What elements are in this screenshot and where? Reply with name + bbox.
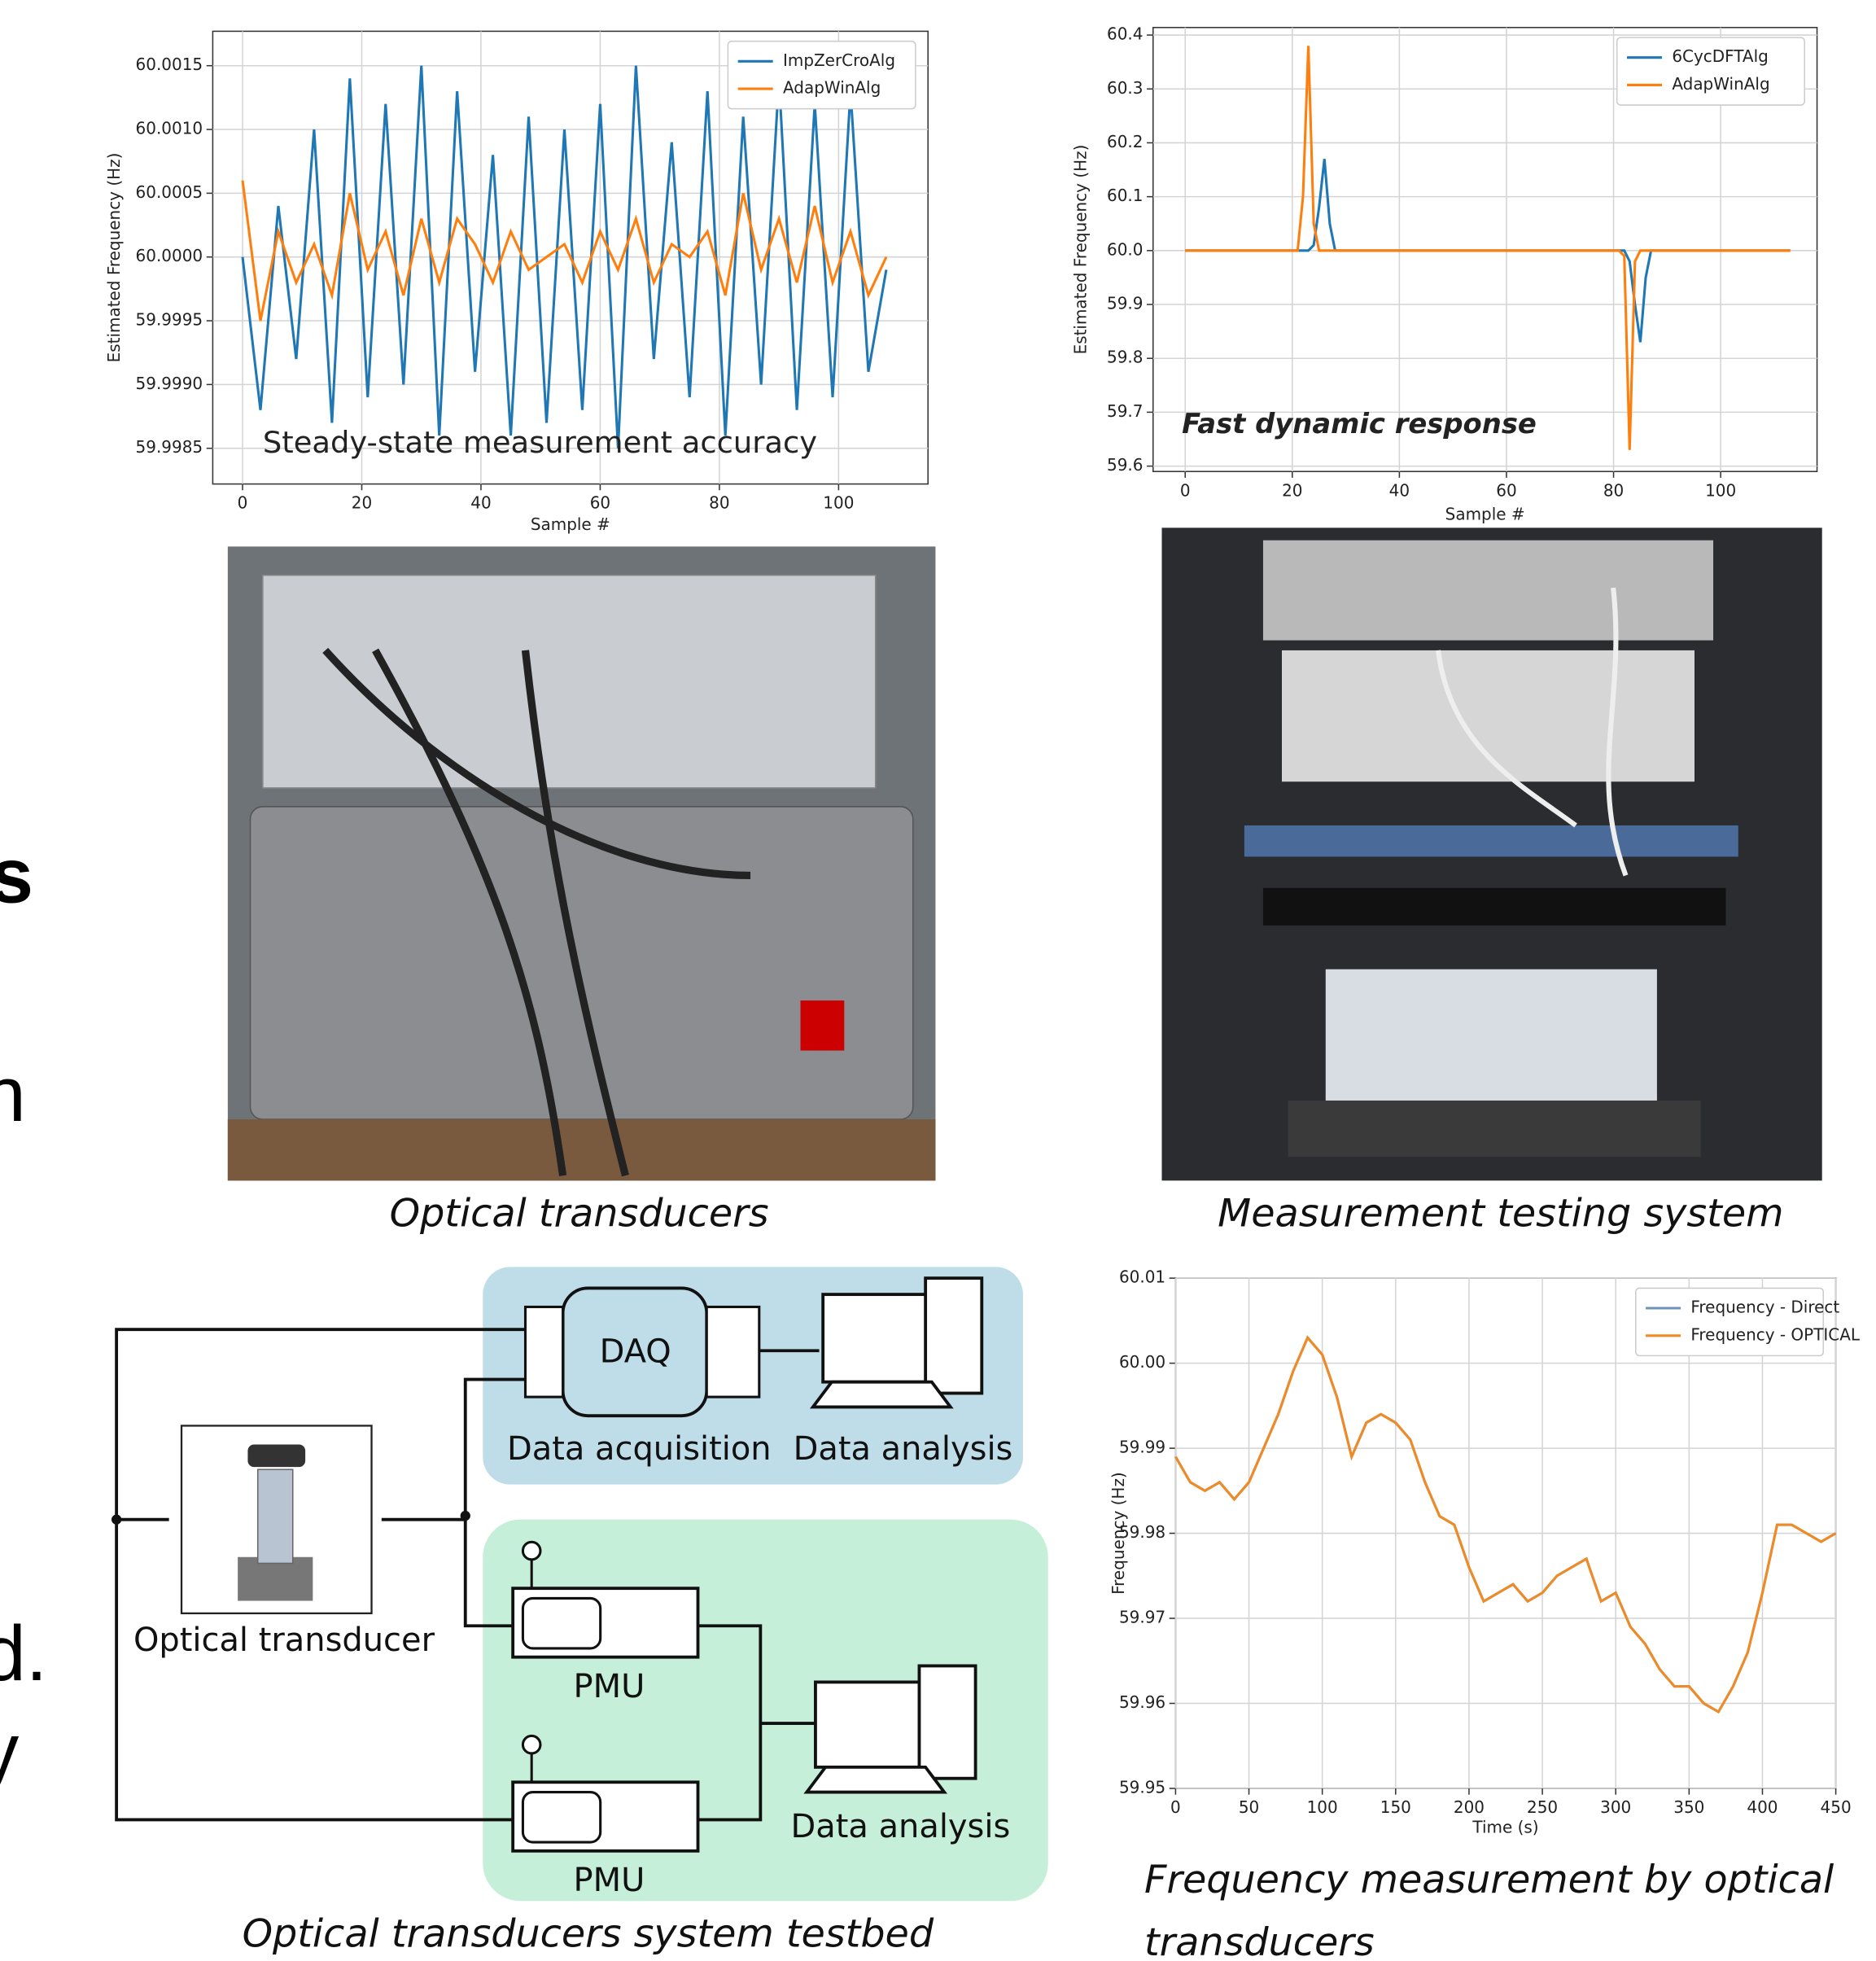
x-tick-label: 0 [238,493,248,513]
x-tick-label: 0 [1170,1797,1181,1817]
y-tick-label: 60.4 [1107,24,1143,44]
legend-label: Frequency - Direct [1690,1298,1839,1317]
y-tick-label: 59.97 [1119,1608,1165,1627]
x-tick-label: 40 [1389,480,1410,500]
x-tick-label: 250 [1527,1797,1558,1817]
caption: Optical transducers [390,1191,769,1236]
diagram-label: DAQ [600,1333,671,1370]
side-text: y [0,1709,20,1795]
y-axis-label: Estimated Frequency (Hz) [104,153,124,363]
annotation: Fast dynamic response [1182,408,1537,440]
x-tick-label: 150 [1380,1797,1411,1817]
x-tick-label: 20 [352,493,372,513]
y-tick-label: 59.6 [1107,455,1143,475]
caption: Measurement testing system [1218,1191,1783,1236]
photo-measurement-system [1162,527,1822,1180]
y-tick-label: 60.2 [1107,132,1143,151]
diagram-label: PMU [574,1862,645,1899]
side-text: d. [0,1611,47,1697]
x-tick-label: 200 [1454,1797,1485,1817]
legend-label: ImpZerCroAlg [783,50,895,70]
caption: Optical transducers system testbed [243,1911,934,1956]
x-tick-label: 60 [590,493,610,513]
y-tick-label: 60.00 [1119,1352,1165,1372]
x-axis-label: Sample # [531,514,610,534]
x-tick-label: 60 [1496,480,1516,500]
caption: Frequency measurement by optical [1144,1858,1834,1902]
y-tick-label: 60.0010 [136,119,203,138]
x-tick-label: 20 [1282,480,1302,500]
x-tick-label: 100 [1307,1797,1338,1817]
legend-label: AdapWinAlg [1672,74,1769,94]
side-text: n [0,1052,26,1138]
x-tick-label: 300 [1600,1797,1631,1817]
y-tick-label: 60.0 [1107,239,1143,259]
x-tick-label: 100 [1705,480,1736,500]
diagram-label: Optical transducer [133,1622,435,1659]
y-tick-label: 59.8 [1107,348,1143,367]
y-tick-label: 60.3 [1107,78,1143,98]
y-axis-label: Frequency (Hz) [1109,1472,1128,1595]
y-tick-label: 59.7 [1107,401,1143,421]
photo-optical-transducers [228,546,936,1180]
legend-label: AdapWinAlg [783,78,881,98]
diagram-label: Data analysis [794,1430,1013,1468]
x-tick-label: 80 [1603,480,1624,500]
y-tick-label: 60.0000 [136,246,203,265]
x-tick-label: 100 [823,493,854,513]
y-tick-label: 59.9995 [136,310,203,330]
caption: transducers [1144,1920,1375,1961]
x-tick-label: 450 [1821,1797,1852,1817]
y-tick-label: 60.0015 [136,55,203,74]
diagram-label: Data acquisition [507,1430,772,1468]
slide: s n d. y Optical transducers Measurement… [0,0,1876,1961]
side-text: s [0,833,33,919]
legend-label: Frequency - OPTICAL [1690,1324,1861,1344]
x-tick-label: 0 [1180,480,1191,500]
y-tick-label: 59.9990 [136,374,203,393]
y-tick-label: 59.95 [1119,1777,1165,1797]
x-tick-label: 40 [470,493,491,513]
y-tick-label: 60.01 [1119,1267,1165,1287]
x-tick-label: 400 [1747,1797,1778,1817]
annotation: Steady-state measurement accuracy [263,425,817,460]
y-tick-label: 59.96 [1119,1692,1165,1712]
y-tick-label: 60.1 [1107,186,1143,205]
y-tick-label: 59.9985 [136,437,203,457]
y-axis-label: Estimated Frequency (Hz) [1071,145,1091,355]
y-tick-label: 59.9 [1107,294,1143,313]
x-tick-label: 80 [709,493,729,513]
diagram-label: PMU [574,1668,645,1705]
y-tick-label: 60.0005 [136,182,203,202]
y-tick-label: 59.99 [1119,1438,1165,1457]
x-tick-label: 50 [1239,1797,1259,1817]
x-axis-label: Time (s) [1472,1818,1538,1837]
diagram-label: Data analysis [791,1808,1011,1845]
x-tick-label: 350 [1673,1797,1704,1817]
x-axis-label: Sample # [1445,504,1525,523]
legend-label: 6CycDFTAlg [1672,46,1769,66]
